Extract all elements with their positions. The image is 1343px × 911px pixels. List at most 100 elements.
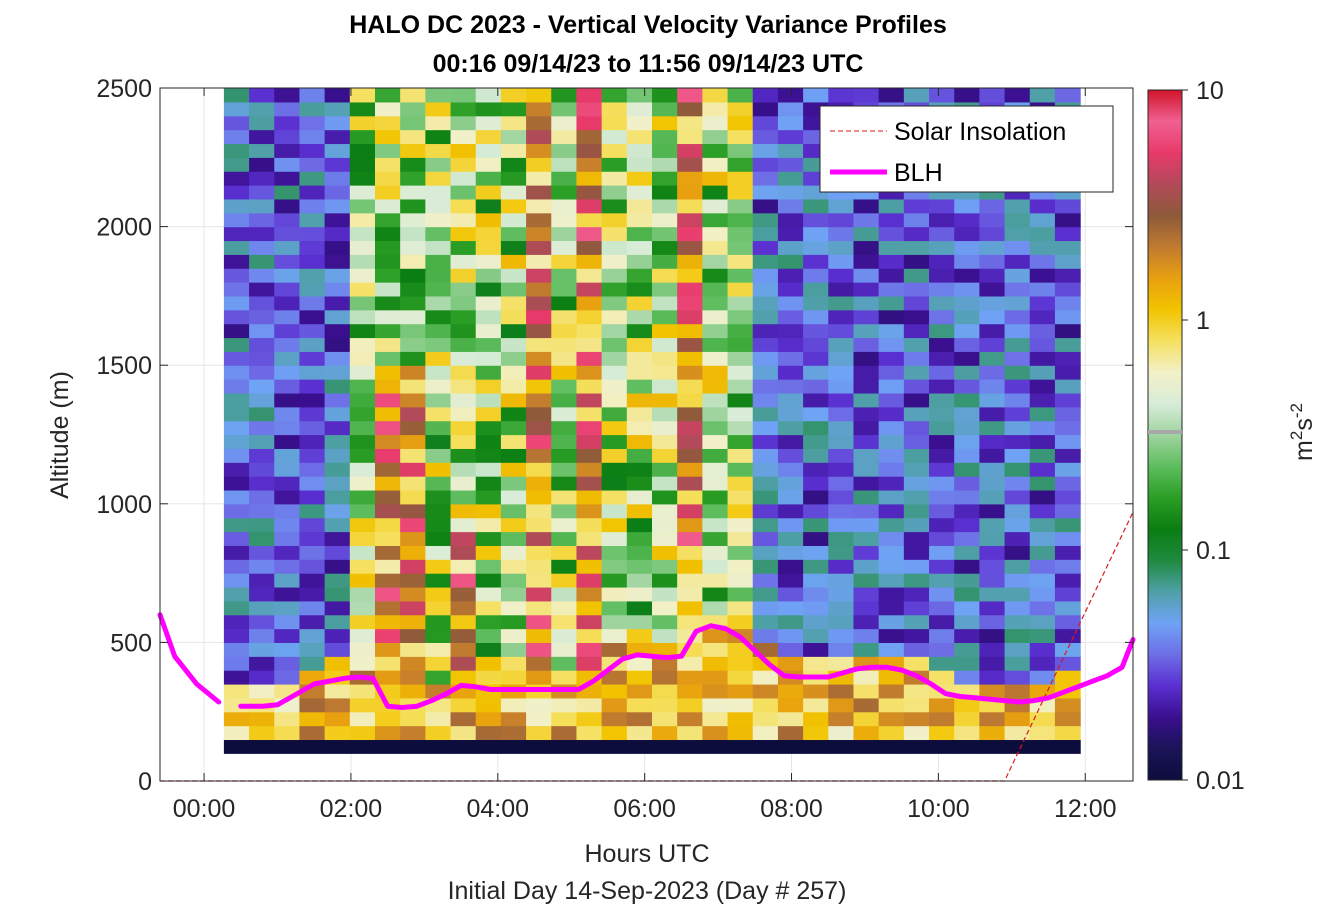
heatmap-cell xyxy=(1029,420,1056,436)
heatmap-cell xyxy=(954,282,980,297)
heatmap-cell xyxy=(450,670,477,685)
heatmap-cell xyxy=(727,489,754,505)
heatmap-cell xyxy=(475,323,502,339)
heatmap-cell xyxy=(526,600,552,616)
heatmap-cell xyxy=(777,406,804,422)
heatmap-cell xyxy=(475,628,502,643)
heatmap-cell xyxy=(702,337,729,352)
heatmap-cell xyxy=(274,614,301,630)
heatmap-cell xyxy=(551,739,578,754)
heatmap-cell xyxy=(1004,268,1031,283)
heatmap-cell xyxy=(576,462,603,477)
heatmap-cell xyxy=(828,600,855,616)
heatmap-cell xyxy=(576,406,603,422)
heatmap-cell xyxy=(1004,254,1031,269)
heatmap-cell xyxy=(954,503,980,519)
heatmap-cell xyxy=(979,392,1006,408)
heatmap-cell xyxy=(425,254,452,269)
heatmap-cell xyxy=(500,171,527,186)
heatmap-cell xyxy=(374,198,401,214)
heatmap-cell xyxy=(450,406,477,422)
heatmap-cell xyxy=(752,434,779,449)
heatmap-cell xyxy=(299,503,326,519)
heatmap-cell xyxy=(374,462,401,477)
heatmap-cell xyxy=(223,240,250,255)
heatmap-cell xyxy=(324,573,351,588)
heatmap-cell xyxy=(652,420,678,436)
heatmap-cell xyxy=(551,240,578,255)
heatmap-cell xyxy=(979,683,1006,699)
heatmap-cell xyxy=(475,198,502,214)
heatmap-cell xyxy=(601,212,628,228)
heatmap-cell xyxy=(853,351,880,366)
heatmap-cell xyxy=(853,600,880,616)
heatmap-cell xyxy=(274,434,301,449)
heatmap-cell xyxy=(551,725,578,741)
heatmap-cell xyxy=(400,101,426,117)
heatmap-cell xyxy=(803,683,829,699)
heatmap-cell xyxy=(929,586,955,602)
heatmap-cell xyxy=(475,434,502,449)
heatmap-cell xyxy=(727,212,754,228)
heatmap-cell xyxy=(324,101,351,117)
heatmap-cell xyxy=(853,379,880,394)
heatmap-cell xyxy=(601,226,628,242)
heatmap-cell xyxy=(374,282,401,297)
heatmap-cell xyxy=(727,725,754,741)
heatmap-cell xyxy=(929,282,955,297)
heatmap-cell xyxy=(249,129,275,145)
heatmap-cell xyxy=(223,295,250,311)
heatmap-cell xyxy=(853,282,880,297)
heatmap-cell xyxy=(526,559,552,574)
heatmap-cell xyxy=(551,614,578,630)
heatmap-cell xyxy=(400,642,426,657)
heatmap-cell xyxy=(878,434,905,449)
heatmap-cell xyxy=(828,268,855,283)
heatmap-cell xyxy=(878,240,905,255)
x-tick-label: 12:00 xyxy=(1054,795,1117,823)
heatmap-cell xyxy=(526,351,552,366)
heatmap-cell xyxy=(223,365,250,380)
heatmap-cell xyxy=(551,185,578,200)
heatmap-cell xyxy=(1029,559,1056,574)
heatmap-cell xyxy=(803,656,829,671)
heatmap-cell xyxy=(324,240,351,255)
heatmap-cell xyxy=(828,420,855,436)
heatmap-cell xyxy=(677,420,703,436)
heatmap-cell xyxy=(500,448,527,463)
heatmap-cell xyxy=(828,88,855,103)
heatmap-cell xyxy=(274,600,301,616)
heatmap-cell xyxy=(274,295,301,311)
heatmap-cell xyxy=(374,185,401,200)
heatmap-cell xyxy=(702,531,729,546)
heatmap-cell xyxy=(777,573,804,588)
heatmap-cell xyxy=(475,503,502,519)
heatmap-cell xyxy=(828,448,855,463)
heatmap-cell xyxy=(677,697,703,713)
x-axis-label: Hours UTC xyxy=(584,840,709,868)
heatmap-cell xyxy=(777,420,804,436)
heatmap-cell xyxy=(979,379,1006,394)
heatmap-cell xyxy=(878,254,905,269)
heatmap-cell xyxy=(677,365,703,380)
heatmap-cell xyxy=(702,448,729,463)
heatmap-cell xyxy=(702,670,729,685)
heatmap-cell xyxy=(777,323,804,339)
heatmap-cell xyxy=(652,406,678,422)
heatmap-cell xyxy=(425,656,452,671)
heatmap-cell xyxy=(878,392,905,408)
heatmap-cell xyxy=(450,586,477,602)
heatmap-cell xyxy=(929,642,955,657)
heatmap-cell xyxy=(752,683,779,699)
heatmap-cell xyxy=(223,656,250,671)
heatmap-cell xyxy=(526,240,552,255)
heatmap-cell xyxy=(702,240,729,255)
x-tick-label: 08:00 xyxy=(760,795,823,823)
colorbar-tick-label: 1 xyxy=(1196,307,1210,335)
heatmap-cell xyxy=(853,614,880,630)
heatmap-cell xyxy=(576,420,603,436)
heatmap-cell xyxy=(1054,420,1081,436)
heatmap-cell xyxy=(878,406,905,422)
heatmap-cell xyxy=(374,476,401,491)
heatmap-cell xyxy=(979,365,1006,380)
